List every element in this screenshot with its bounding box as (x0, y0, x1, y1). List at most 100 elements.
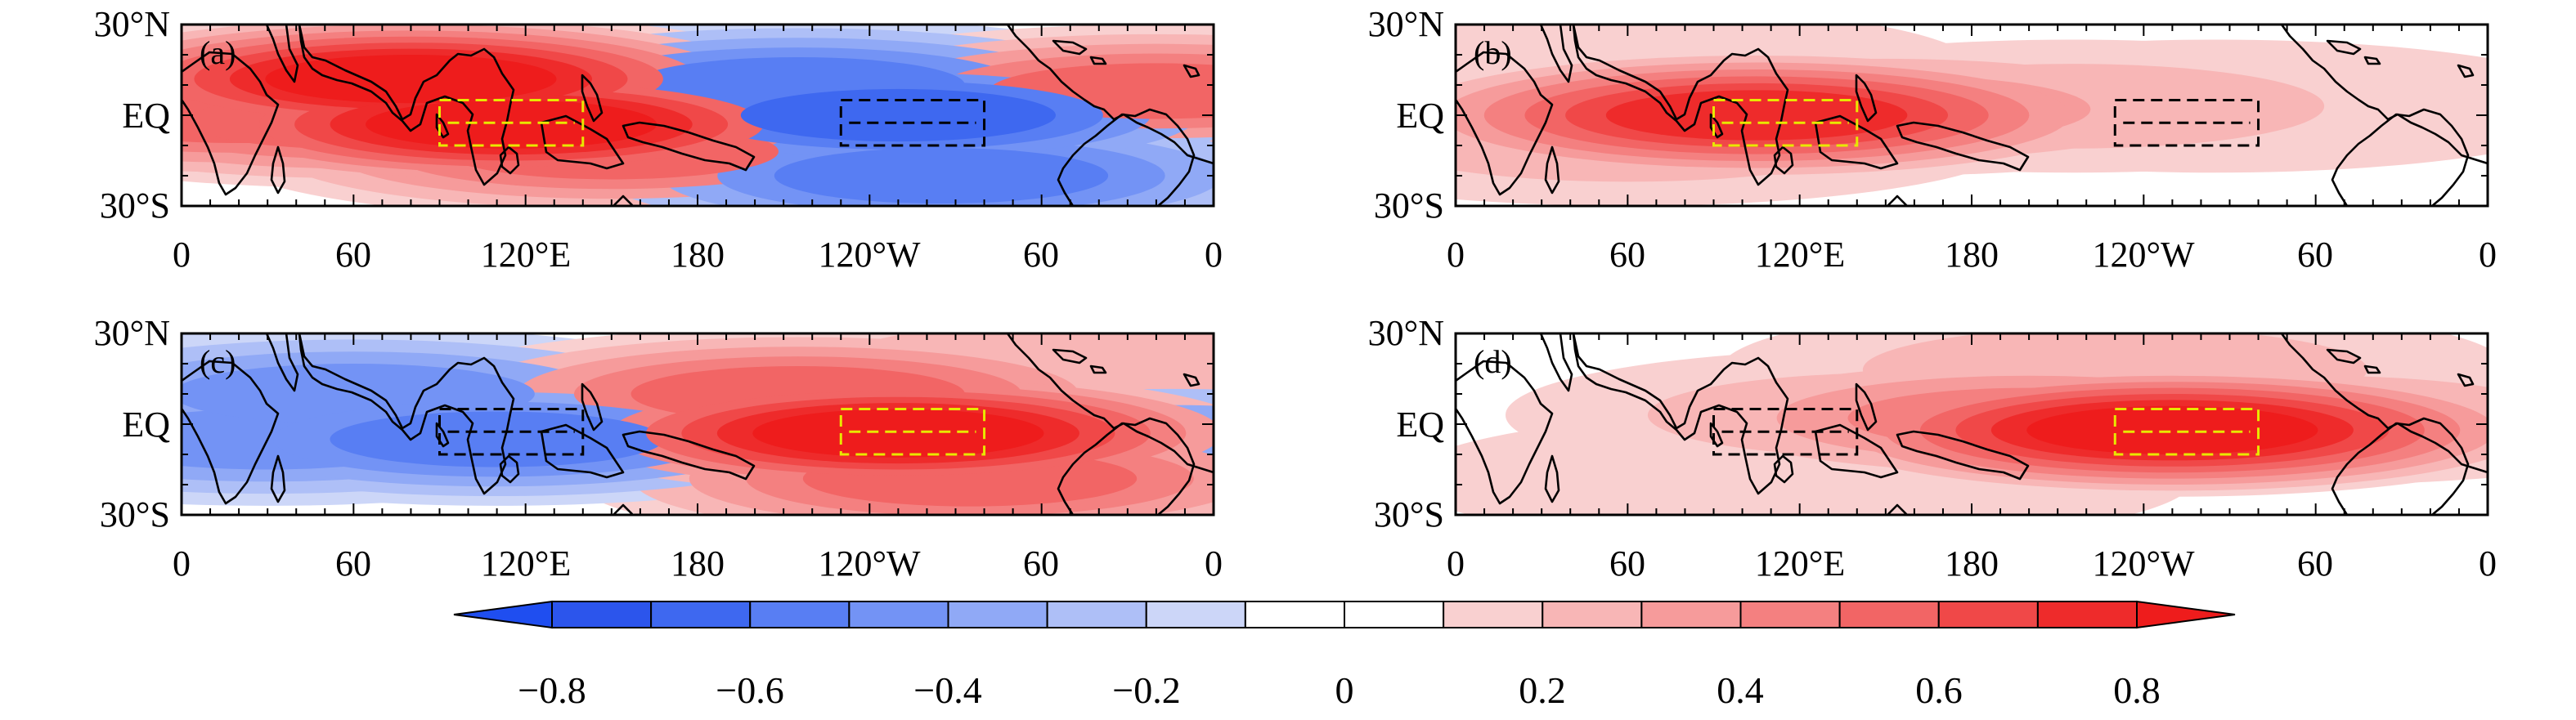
coastline (2331, 108, 2470, 206)
colorbar-segment (1046, 601, 1147, 628)
coastline (1544, 145, 1560, 195)
lon-label-60w: 60 (1023, 235, 1059, 275)
coastlines (1456, 333, 2488, 579)
lon-label-120e: 120°E (481, 235, 571, 275)
anomaly-field (1456, 25, 2488, 206)
coastline (640, 521, 828, 579)
coastline (612, 503, 635, 515)
lat-label-eq: EQ (122, 96, 170, 136)
lon-label-180: 180 (671, 235, 725, 275)
coastline (182, 360, 280, 505)
colorbar-segment (1937, 601, 2039, 628)
colorbar-segment (551, 601, 653, 628)
lon-label-60w: 60 (1023, 543, 1059, 584)
colorbar-segment (650, 601, 752, 628)
coastline (499, 145, 520, 175)
lon-label-0-end: 0 (1205, 543, 1223, 584)
coastline (435, 422, 450, 448)
lon-axis-labels: 0 60 120°E 180 120°W 60 0 (1447, 235, 2497, 275)
colorbar-segment (1542, 601, 1643, 628)
index-boxes (1712, 408, 2260, 456)
coastline (540, 423, 625, 479)
colorbar-segment (848, 601, 949, 628)
lat-axis-labels: 30°N EQ 30°S (94, 4, 171, 226)
axis-ticks (181, 24, 1214, 207)
lat-label-eq: EQ (1396, 405, 1444, 445)
coastline (270, 145, 286, 195)
anomaly-contour (2026, 405, 2318, 454)
coastline (1886, 195, 1909, 206)
coastline (1006, 333, 1214, 474)
colorbar-frame (551, 601, 2138, 628)
coastline (270, 454, 286, 503)
coastline (1914, 521, 2102, 579)
coastline (182, 51, 280, 196)
map-panel-b: (b) 30°N EQ 30°S 0 60 120°E 180 120°W 60… (1368, 4, 2497, 275)
map-panel-c: (c) 30°N EQ 30°S 0 60 120°E 180 120°W 60… (94, 313, 1223, 584)
coastline (298, 25, 515, 186)
colorbar-tick: 0.8 (2113, 669, 2161, 711)
coastline (1814, 114, 1899, 170)
lon-label-120w: 120°W (2092, 235, 2195, 275)
index-box-east (2113, 408, 2260, 456)
coastline (622, 121, 756, 172)
lon-label-60e: 60 (1609, 543, 1645, 584)
lon-label-0: 0 (1447, 235, 1465, 275)
colorbar-segment (1244, 601, 1345, 628)
lon-label-120e: 120°E (1755, 543, 1845, 584)
map-panel-a: (a) 30°N EQ 30°S 0 60 120°E 180 120°W 60… (94, 4, 1223, 275)
lon-label-120w: 120°W (2092, 543, 2195, 584)
colorbar-tick-labels: −0.8 −0.6 −0.4 −0.2 0 0.2 0.4 0.6 0.8 (518, 669, 2160, 711)
lon-label-0-end: 0 (2479, 543, 2497, 584)
colorbar-tick: −0.8 (518, 669, 586, 711)
axis-ticks (181, 333, 1214, 516)
lat-label-30n: 30°N (94, 313, 170, 353)
lon-label-180: 180 (1945, 235, 1999, 275)
coastline (1539, 333, 1573, 392)
lon-label-0-end: 0 (1205, 235, 1223, 275)
lat-label-30s: 30°S (100, 494, 170, 534)
coastline (1456, 360, 1554, 505)
index-boxes (1712, 99, 2260, 147)
index-box-west (1712, 408, 1859, 456)
anomaly-contour (774, 147, 1109, 204)
lon-label-180: 180 (671, 543, 725, 584)
lon-label-0-end: 0 (2479, 235, 2497, 275)
colorbar-segment (1838, 601, 1940, 628)
coastline (2280, 25, 2488, 165)
coastline (1183, 373, 1200, 387)
colorbar-segment (749, 601, 850, 628)
colorbar-segments (551, 601, 2138, 628)
anomaly-contour (1605, 90, 1908, 141)
coastline (265, 333, 299, 392)
axis-ticks (1455, 24, 2488, 207)
lon-label-60w: 60 (2297, 235, 2333, 275)
colorbar-tick: 0 (1335, 669, 1354, 711)
colorbar-segment (1443, 601, 1544, 628)
index-box-east (839, 408, 986, 456)
coastlines (182, 25, 1214, 270)
colorbar-segment (1640, 601, 1742, 628)
colorbar-tick: 0.2 (1519, 669, 1566, 711)
coastline (499, 454, 520, 484)
coastlines (1456, 25, 2488, 206)
coastline (1089, 364, 1107, 374)
coastline (2326, 348, 2362, 364)
colorbar-low-arrow (453, 600, 553, 629)
coastline (640, 212, 828, 270)
coastline (1572, 25, 1789, 186)
index-box-west (438, 408, 585, 456)
colorbar-segment (1145, 601, 1246, 628)
coastline (2457, 64, 2475, 78)
coastline (1773, 454, 1794, 484)
lon-label-0: 0 (1447, 543, 1465, 584)
colorbar: −0.8 −0.6 −0.4 −0.2 0 0.2 0.4 0.6 0.8 (453, 600, 2236, 711)
lon-label-120w: 120°W (818, 235, 921, 275)
lat-label-30n: 30°N (94, 4, 170, 44)
lon-label-120e: 120°E (1755, 235, 1845, 275)
coastline (2457, 373, 2475, 387)
lon-label-0: 0 (173, 235, 191, 275)
coastline (1539, 25, 1573, 83)
coastline (1572, 333, 1789, 495)
